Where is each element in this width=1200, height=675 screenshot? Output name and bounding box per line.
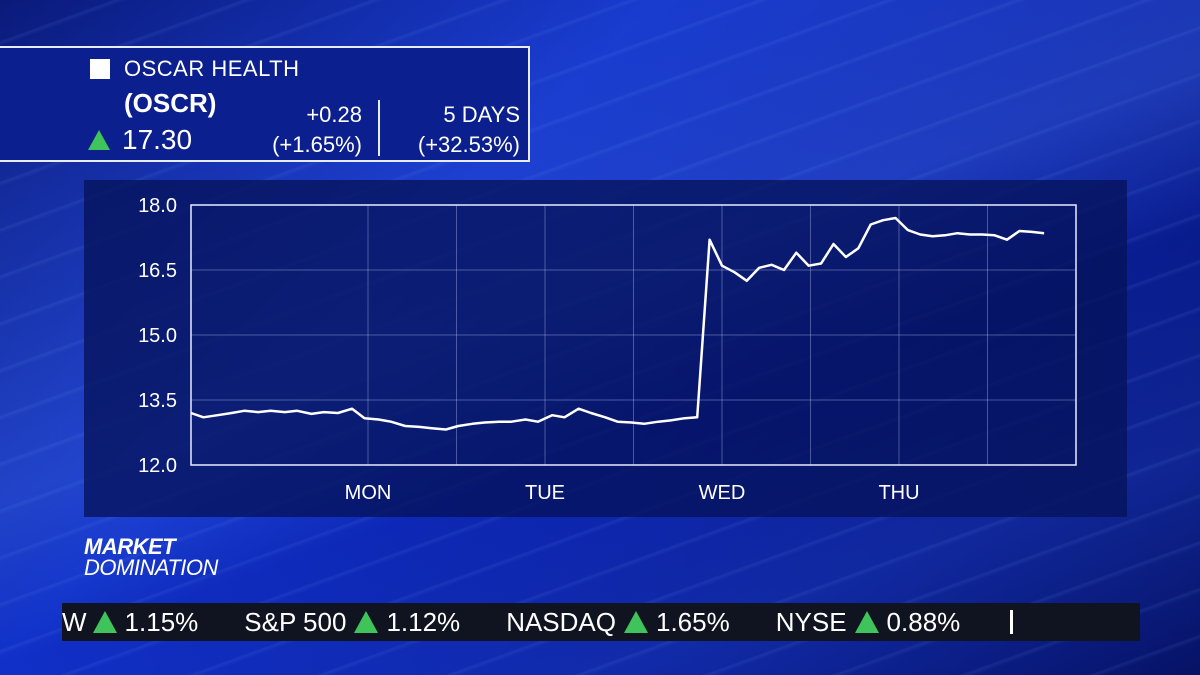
ticker-name: NASDAQ bbox=[506, 606, 616, 637]
ticker-percent: 0.88% bbox=[886, 606, 961, 637]
daily-change: +0.28 (+1.65%) bbox=[256, 100, 362, 160]
header-divider bbox=[378, 100, 380, 156]
up-arrow-icon bbox=[88, 130, 110, 150]
y-tick-label: 13.5 bbox=[138, 390, 177, 412]
stock-symbol: (OSCR) bbox=[124, 88, 217, 118]
price-chart: 18.0 16.5 15.0 13.5 12.0 MON TUE WED THU bbox=[138, 195, 1077, 504]
price-row: 17.30 bbox=[88, 124, 192, 156]
brand-logo: MARKET DOMINATION bbox=[84, 534, 218, 580]
y-tick-label: 18.0 bbox=[138, 195, 177, 217]
y-tick-label: 12.0 bbox=[138, 455, 177, 477]
square-icon bbox=[90, 59, 110, 79]
ticker-percent: 1.65% bbox=[656, 606, 730, 637]
ticker-item: NASDAQ 1.65% bbox=[506, 607, 730, 638]
period-percent: (+32.53%) bbox=[417, 132, 520, 157]
quote-header: OSCAR HEALTH (OSCR) 17.30 +0.28 (+1.65%)… bbox=[0, 46, 530, 162]
period-label: 5 DAYS bbox=[443, 102, 520, 127]
period-change: 5 DAYS (+32.53%) bbox=[392, 100, 520, 160]
market-ticker: W 1.15% S&P 500 1.12% NASDAQ 1.65% NYSE … bbox=[62, 603, 1140, 641]
y-tick-label: 15.0 bbox=[138, 325, 177, 347]
x-tick-label: TUE bbox=[525, 482, 565, 504]
ticker-name: NYSE bbox=[775, 606, 847, 637]
up-arrow-icon bbox=[624, 611, 648, 633]
x-tick-label: THU bbox=[878, 482, 919, 504]
price-line bbox=[190, 216, 1045, 431]
stock-price: 17.30 bbox=[122, 124, 193, 155]
ticker-name: W bbox=[62, 606, 87, 637]
y-tick-label: 16.5 bbox=[138, 260, 177, 282]
chart-panel: 18.0 16.5 15.0 13.5 12.0 MON TUE WED THU bbox=[84, 180, 1127, 517]
brand-line-2: DOMINATION bbox=[84, 555, 218, 580]
ticker-percent: 1.15% bbox=[124, 606, 199, 637]
plot-border bbox=[190, 204, 1077, 466]
brand-line-1: MARKET bbox=[84, 534, 176, 559]
ticker-item: NYSE 0.88% bbox=[776, 607, 1014, 638]
company-name-row: OSCAR HEALTH bbox=[90, 56, 300, 82]
ticker-name: S&P 500 bbox=[244, 606, 347, 637]
ticker-item: S&P 500 1.12% bbox=[244, 607, 460, 638]
ticker-separator bbox=[1010, 610, 1014, 634]
up-arrow-icon bbox=[92, 611, 117, 633]
ticker-item: W 1.15% bbox=[62, 607, 198, 638]
change-value: +0.28 bbox=[306, 102, 362, 127]
x-tick-label: MON bbox=[345, 482, 392, 504]
change-percent: (+1.65%) bbox=[272, 132, 362, 157]
up-arrow-icon bbox=[354, 611, 379, 633]
x-tick-label: WED bbox=[699, 482, 746, 504]
company-name: OSCAR HEALTH bbox=[124, 56, 300, 81]
up-arrow-icon bbox=[854, 611, 879, 633]
ticker-percent: 1.12% bbox=[386, 606, 461, 637]
